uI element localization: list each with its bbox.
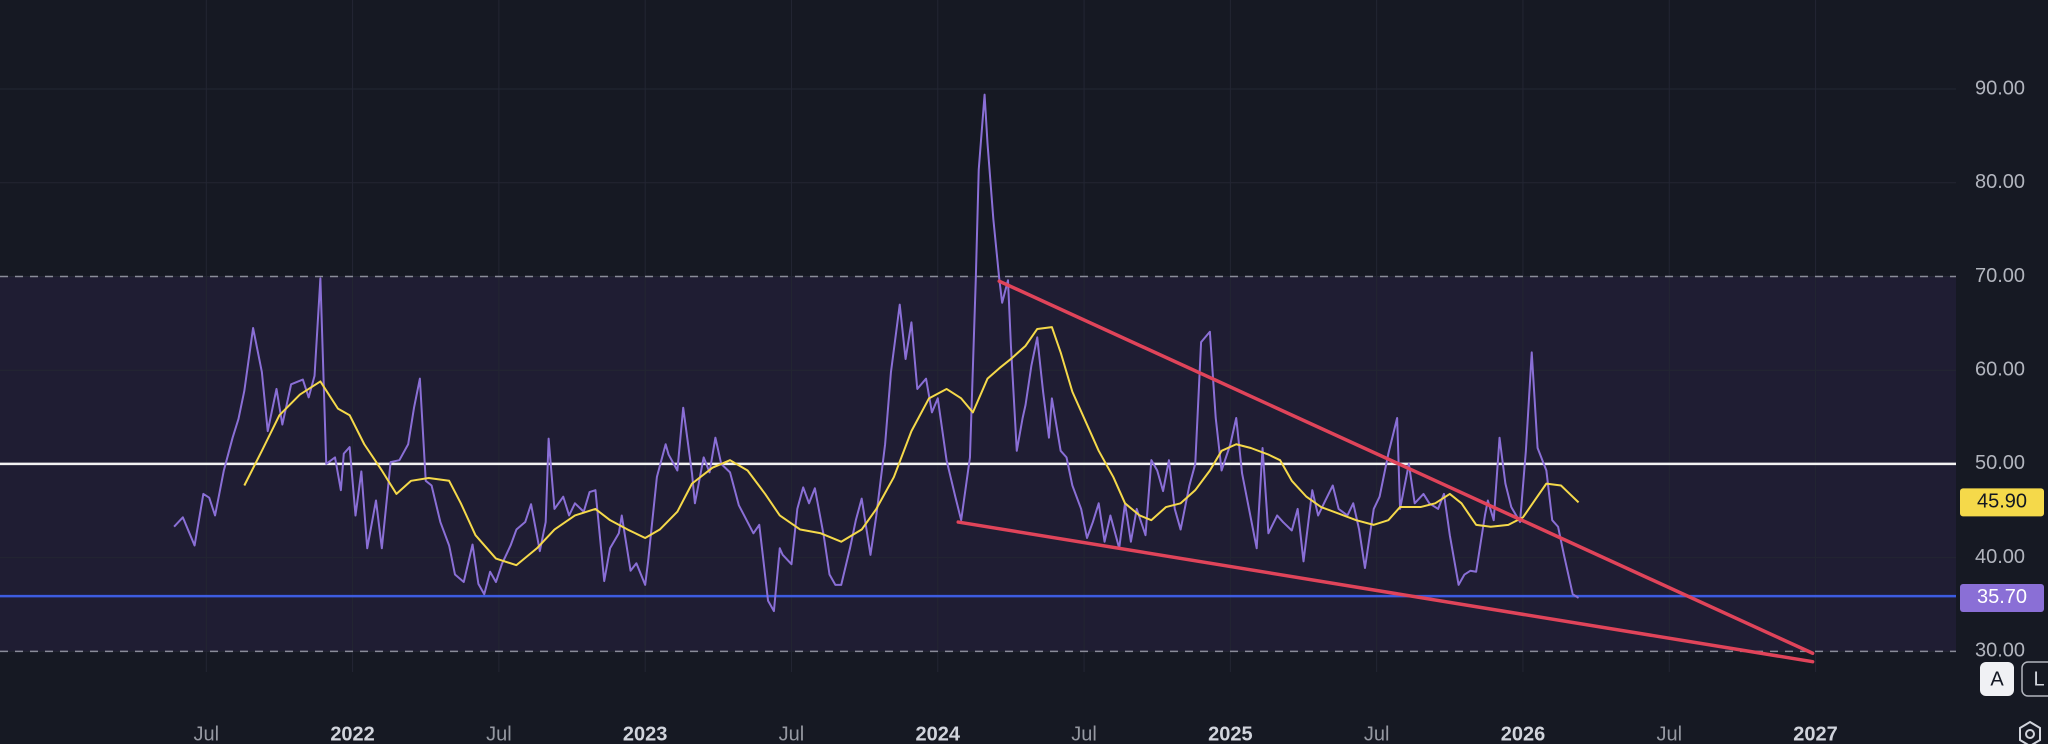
- settings-dot[interactable]: [2025, 729, 2035, 739]
- settings-icon[interactable]: [2019, 720, 2041, 744]
- x-tick-label: Jul: [779, 723, 805, 744]
- trend-line: [956, 520, 1815, 664]
- y-tick-label: 40.00: [1975, 546, 2025, 568]
- series-line: [173, 93, 1580, 613]
- x-tick-label: 2026: [1501, 723, 1546, 744]
- scale-buttons: A L: [1980, 661, 2048, 697]
- last-value-box: [1960, 583, 2044, 612]
- x-tick-label: 2022: [330, 723, 375, 744]
- x-tick-label: Jul: [1656, 723, 1682, 744]
- axes: 30.00 40.00 50.00 60.00 70.00 80.00 90.00 Jul 20…: [193, 77, 2044, 744]
- last-value-label: 35.70: [1977, 586, 2027, 608]
- series-line: [243, 326, 1580, 567]
- log-scale-label[interactable]: L: [2033, 668, 2044, 690]
- x-tick-label: Jul: [1071, 723, 1097, 744]
- x-tick-label: 2024: [916, 723, 961, 744]
- y-tick-label: 50.00: [1975, 452, 2025, 474]
- y-tick-label: 30.00: [1975, 640, 2025, 662]
- plot-area: [0, 0, 1956, 672]
- x-tick-label: Jul: [486, 723, 512, 744]
- y-tick-label: 80.00: [1975, 171, 2025, 193]
- last-value-label: 45.90: [1977, 491, 2027, 513]
- log-scale-button[interactable]: [2021, 661, 2048, 697]
- y-tick-label: 70.00: [1975, 265, 2025, 287]
- trend-line: [997, 279, 1815, 656]
- x-tick-label: Jul: [1364, 723, 1390, 744]
- y-tick-label: 60.00: [1975, 358, 2025, 380]
- y-tick-label: 90.00: [1975, 77, 2025, 99]
- x-tick-label: 2023: [623, 723, 668, 744]
- x-tick-label: 2025: [1208, 723, 1253, 744]
- auto-scale-button[interactable]: [1980, 662, 2014, 696]
- settings-hexagon[interactable]: [2019, 720, 2041, 744]
- x-tick-label: 2027: [1793, 723, 1838, 744]
- last-value-box: [1960, 488, 2044, 517]
- x-tick-label: Jul: [193, 723, 219, 744]
- auto-scale-label[interactable]: A: [1990, 668, 2004, 690]
